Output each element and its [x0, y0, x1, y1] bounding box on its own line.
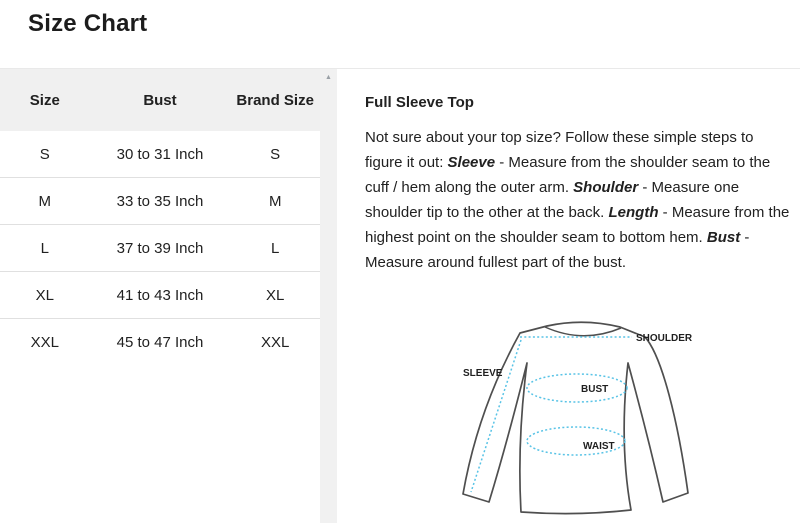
column-header-size: Size — [29, 91, 60, 109]
cell-size: M — [38, 192, 52, 210]
text-segment: Not sure about your top size? Follow the… — [365, 129, 754, 171]
collar-line — [544, 326, 622, 337]
text-segment: - Measure one shoulder tip to the other … — [365, 179, 740, 221]
column-header-bust: Bust — [143, 91, 177, 109]
text-segment-sleeve: Sleeve — [447, 154, 496, 171]
cell-bust: 30 to 31 Inch — [116, 145, 204, 163]
label-sleeve: SLEEVE — [463, 368, 503, 379]
text-segment: - Measure from the highest point on the … — [365, 204, 790, 246]
size-table: Size Bust Brand Size S 30 to 31 Inch S M… — [0, 69, 320, 523]
text-segment-shoulder: Shoulder — [573, 179, 639, 196]
guide-panel: Full Sleeve Top Not sure about your top … — [337, 69, 800, 523]
measurement-diagram: SHOULDER SLEEVE BUST WAIST — [462, 321, 693, 515]
scroll-up-icon[interactable]: ▲ — [325, 74, 332, 81]
table-row: S 30 to 31 Inch S — [0, 131, 320, 178]
text-segment: - Measure from the shoulder seam to the … — [365, 154, 771, 196]
label-waist: WAIST — [583, 441, 615, 452]
text-segment-bust: Bust — [706, 229, 741, 246]
cell-brand-size: S — [270, 145, 281, 163]
cell-brand-size: L — [271, 239, 280, 257]
text-segment-length: Length — [608, 204, 659, 221]
cell-bust: 41 to 43 Inch — [116, 286, 204, 304]
shirt-outline — [462, 321, 689, 515]
page-title: Size Chart — [28, 10, 148, 37]
cell-bust: 33 to 35 Inch — [116, 192, 204, 210]
table-scrollbar[interactable]: ▲ — [320, 69, 337, 523]
table-row: XL 41 to 43 Inch XL — [0, 272, 320, 319]
size-chart-modal: Size Chart Size Bust Brand Size S 30 to … — [0, 10, 800, 523]
guide-heading: Full Sleeve Top — [365, 94, 474, 111]
waist-measure-ellipse — [526, 426, 626, 456]
table-row: M 33 to 35 Inch M — [0, 178, 320, 225]
label-bust: BUST — [581, 384, 608, 395]
cell-bust: 37 to 39 Inch — [116, 239, 204, 257]
table-row: L 37 to 39 Inch L — [0, 225, 320, 272]
cell-size: XL — [35, 286, 54, 304]
cell-brand-size: XL — [266, 286, 285, 304]
cell-brand-size: XXL — [261, 333, 290, 351]
column-header-brand-size: Brand Size — [236, 91, 314, 109]
cell-size: S — [39, 145, 50, 163]
cell-bust: 45 to 47 Inch — [116, 333, 204, 351]
cell-brand-size: M — [268, 192, 282, 210]
cell-size: XXL — [30, 333, 59, 351]
sleeve-measure-line — [470, 339, 522, 493]
cell-size: L — [40, 239, 49, 257]
table-row: XXL 45 to 47 Inch XXL — [0, 319, 320, 365]
text-segment: - Measure around fullest part of the bus… — [365, 229, 750, 271]
bust-measure-ellipse — [526, 373, 628, 403]
content-layout: Size Bust Brand Size S 30 to 31 Inch S M… — [0, 68, 800, 523]
size-table-header-row: Size Bust Brand Size — [0, 69, 320, 131]
guide-description: Not sure about your top size? Follow the… — [365, 125, 793, 275]
label-shoulder: SHOULDER — [636, 333, 693, 344]
